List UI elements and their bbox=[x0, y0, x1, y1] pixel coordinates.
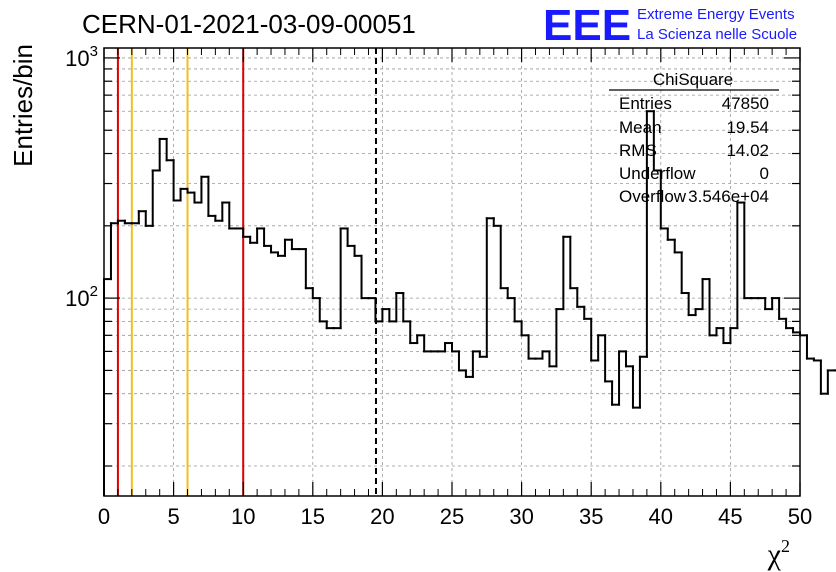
x-tick-label: 15 bbox=[301, 504, 325, 529]
y-tick-label: 102 bbox=[65, 283, 98, 311]
stats-value: 19.54 bbox=[726, 118, 769, 137]
threshold-lines bbox=[116, 48, 377, 496]
stats-row: RMS 14.02 bbox=[619, 141, 769, 160]
stats-label: Overflow bbox=[619, 187, 687, 206]
stats-row: Overflow 3.546e+04 bbox=[619, 187, 769, 206]
x-tick-label: 20 bbox=[370, 504, 394, 529]
eee-logo-text: EEE bbox=[543, 1, 631, 50]
stats-title: ChiSquare bbox=[653, 70, 733, 89]
eee-logo-line1: Extreme Energy Events bbox=[637, 6, 795, 23]
stats-value: 47850 bbox=[722, 94, 769, 113]
stats-label: Mean bbox=[619, 118, 662, 137]
stats-row: Underflow 0 bbox=[619, 164, 769, 183]
run-title: CERN-01-2021-03-09-00051 bbox=[82, 9, 416, 39]
y-axis-ticks: 102 103 bbox=[65, 43, 800, 467]
stats-row: Mean 19.54 bbox=[619, 118, 769, 137]
stats-label: Entries bbox=[619, 94, 672, 113]
eee-logo: EEE Extreme Energy Events La Scienza nel… bbox=[543, 1, 797, 50]
y-tick-label: 103 bbox=[65, 43, 98, 71]
x-tick-label: 10 bbox=[231, 504, 255, 529]
x-tick-label: 45 bbox=[718, 504, 742, 529]
x-axis-ticks: 0 5 10 15 20 25 30 35 40 45 50 bbox=[98, 48, 812, 529]
histogram-series bbox=[103, 110, 836, 496]
y-axis-title: Entries/bin bbox=[8, 44, 38, 167]
stats-value: 0 bbox=[760, 164, 769, 183]
x-tick-label: 50 bbox=[788, 504, 812, 529]
eee-logo-line2: La Scienza nelle Scuole bbox=[637, 26, 797, 43]
x-tick-label: 25 bbox=[440, 504, 464, 529]
stats-value: 3.546e+04 bbox=[688, 187, 769, 206]
x-axis-title: χ2 bbox=[767, 536, 790, 571]
x-tick-label: 40 bbox=[649, 504, 673, 529]
x-tick-label: 0 bbox=[98, 504, 110, 529]
stats-value: 14.02 bbox=[726, 141, 769, 160]
stats-row: Entries 47850 bbox=[619, 94, 769, 113]
x-tick-label: 5 bbox=[167, 504, 179, 529]
x-tick-label: 30 bbox=[509, 504, 533, 529]
x-tick-label: 35 bbox=[579, 504, 603, 529]
stats-label: RMS bbox=[619, 141, 657, 160]
grid bbox=[104, 48, 800, 496]
stats-box: ChiSquare Entries 47850 Mean 19.54 RMS 1… bbox=[609, 70, 779, 206]
stats-label: Underflow bbox=[619, 164, 696, 183]
